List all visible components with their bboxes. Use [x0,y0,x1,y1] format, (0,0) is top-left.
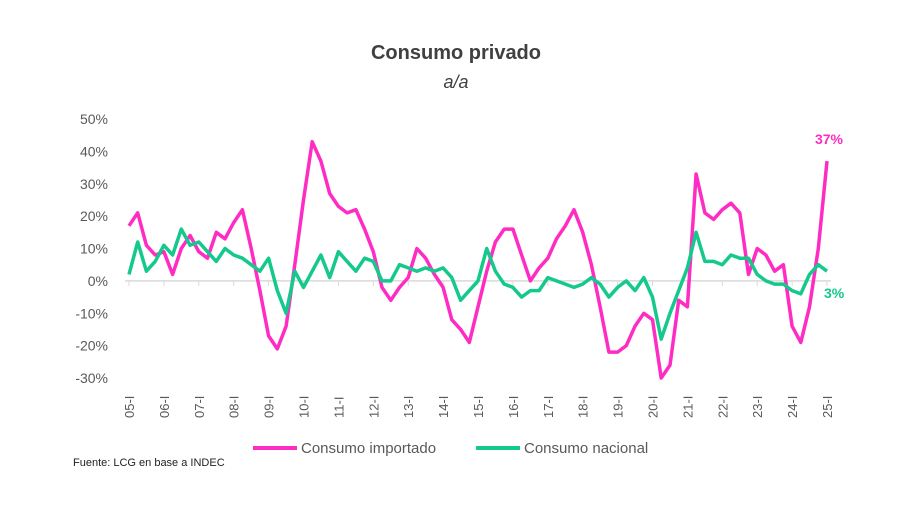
x-tick-label: 10-I [297,396,312,418]
y-tick-label: 20% [80,208,108,224]
x-tick-label: 06-I [157,396,172,418]
x-tick-label: 05-I [122,396,137,418]
x-tick-label: 14-I [436,396,451,418]
x-tick-label: 21-I [680,396,695,418]
series-line-nacional [127,227,829,341]
x-tick-label: 11-I [331,397,346,418]
x-tick-label: 19-I [611,396,626,418]
y-tick-label: 10% [80,241,108,257]
end-label-nacional: 3% [824,285,845,301]
y-tick-label: -30% [75,370,108,386]
y-tick-label: 0% [88,273,108,289]
chart-subtitle: a/a [443,72,469,92]
x-tick-label: 22-I [715,396,730,418]
end-label-importado: 37% [815,131,844,147]
x-tick-label: 12-I [366,396,381,418]
y-tick-label: 30% [80,176,108,192]
x-tick-label: 23-I [750,396,765,418]
x-tick-label: 07-I [192,396,207,418]
x-tick-label: 09-I [262,396,277,418]
chart-title: Consumo privado [370,42,541,64]
source-note: Fuente: LCG en base a INDEC [73,457,225,469]
x-tick-label: 13-I [401,396,416,418]
x-tick-label: 17-I [541,396,556,418]
y-tick-label: 50% [80,111,108,127]
x-tick-label: 18-I [576,396,591,418]
series-line-importado [127,139,829,380]
x-tick-label: 20-I [646,396,661,418]
x-tick-label: 16-I [506,396,521,418]
y-tick-label: -20% [75,338,108,354]
x-tick-label: 24-I [785,396,800,418]
x-tick-label: 08-I [227,396,242,418]
y-tick-label: 40% [80,143,108,159]
legend-label: Consumo nacional [524,440,648,457]
x-tick-label: 15-I [471,396,486,418]
y-tick-label: -10% [75,305,108,321]
legend-label: Consumo importado [301,440,436,457]
x-tick-label: 25-I [820,396,835,418]
